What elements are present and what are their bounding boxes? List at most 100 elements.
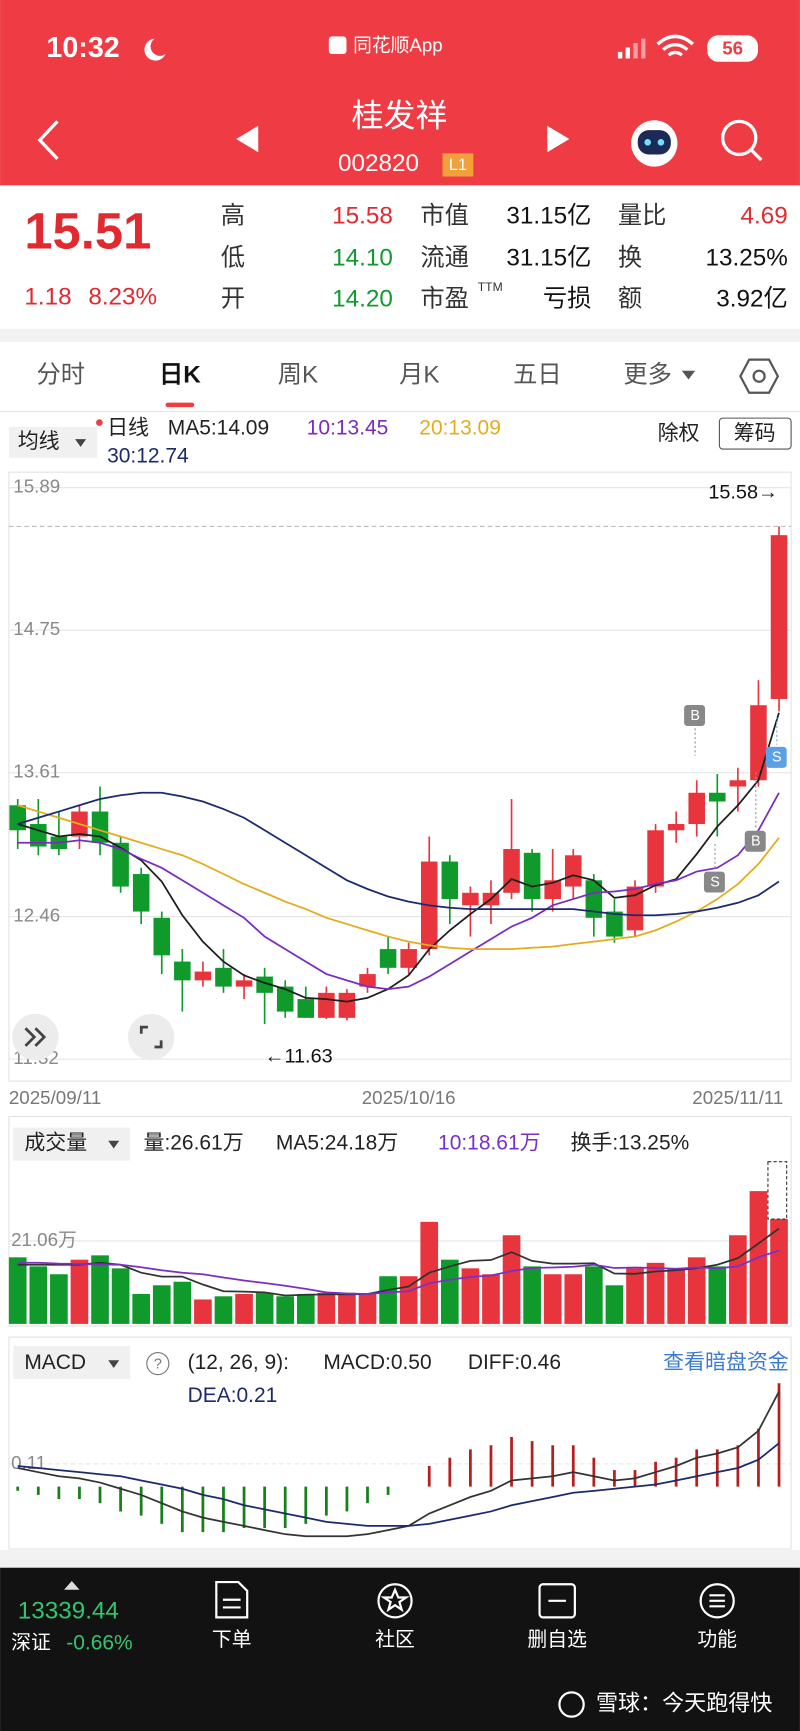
volume-bar (29, 1266, 48, 1324)
y-tick-label: 13.61 (13, 761, 60, 782)
indicator: MACD (24, 1351, 86, 1374)
signal-badge (703, 871, 725, 893)
volume-bar (8, 1257, 27, 1324)
volume-bar (255, 1292, 274, 1324)
prev-stock[interactable] (236, 125, 259, 153)
signal-badge (765, 746, 787, 768)
index-change: -0.66% (66, 1631, 132, 1654)
candle-body (441, 861, 459, 900)
y-tick-label: 15.89 (13, 476, 60, 497)
nav-item[interactable]: 社区 (375, 1629, 415, 1651)
expand-button[interactable] (12, 1013, 59, 1061)
back-button[interactable] (37, 120, 59, 161)
legend-dot (96, 419, 103, 426)
candle-body (750, 705, 767, 781)
tab[interactable]: 周K (278, 362, 318, 389)
help-icon[interactable] (146, 1352, 170, 1376)
candle-body (647, 830, 664, 887)
candle-body (667, 824, 685, 831)
field-label: 低 (221, 245, 245, 272)
volume-bar (111, 1268, 130, 1324)
candle-body (235, 980, 253, 987)
tab[interactable]: 分时 (36, 362, 85, 389)
legend-item: DEA:0.21 (188, 1384, 278, 1407)
candle-body (318, 992, 335, 1018)
wifi-icon (656, 34, 695, 57)
volume-bar (564, 1274, 583, 1324)
candle-body (626, 886, 644, 931)
next-stock[interactable] (547, 125, 570, 153)
line-series (17, 1249, 780, 1295)
volume-bar (667, 1268, 685, 1324)
y-tick-label: 14.75 (13, 618, 60, 639)
volume-bar (194, 1299, 212, 1324)
candle-body (606, 911, 623, 937)
search-button[interactable] (721, 119, 763, 162)
menu-icon (699, 1583, 735, 1619)
signal: B (690, 708, 700, 724)
tab-active[interactable]: 日K (159, 362, 201, 389)
quote-fields: 高 15.58 低 14.10 开 14.20 市值 31.15亿 流通 31.… (221, 203, 788, 313)
candle-body (132, 874, 150, 912)
line-series (17, 1442, 780, 1527)
button-box[interactable] (718, 417, 792, 450)
tabs: 分时 日K 周K 月K 五日 更多 (36, 362, 671, 389)
status-app: 同花顺App (353, 34, 443, 55)
legend-item: 30:12.74 (107, 444, 189, 467)
dropdown-icon (108, 1140, 120, 1149)
community-star (380, 1586, 410, 1613)
volume-bar (543, 1274, 562, 1324)
separator (0, 1550, 800, 1568)
macd-chart: 0.11 (8, 1383, 792, 1538)
field-value: 31.15亿 (506, 203, 591, 230)
stock-name: 桂发祥 (351, 98, 447, 134)
candle-body (462, 892, 479, 906)
help-icon-mark: ? (154, 1357, 162, 1373)
candle-body (174, 961, 191, 981)
change-pct: 8.23% (88, 283, 157, 310)
settings-icon[interactable] (739, 358, 780, 394)
field-label: 开 (221, 285, 245, 312)
volume-bar (646, 1262, 665, 1324)
menu-icon-lines (709, 1594, 725, 1608)
tab[interactable]: 月K (399, 362, 439, 389)
volume-highlight (767, 1161, 788, 1220)
link[interactable]: 查看暗盘资金 (663, 1351, 789, 1374)
nav-item[interactable]: 下单 (212, 1629, 252, 1651)
field-value: 亏损 (543, 285, 592, 312)
tab[interactable]: 更多 (623, 362, 672, 389)
indicator: 成交量 (24, 1132, 87, 1155)
volume-bar (770, 1219, 788, 1324)
line-series (17, 804, 780, 951)
expand-icon[interactable] (64, 1580, 80, 1590)
legend-item: MA5:24.18万 (276, 1132, 398, 1155)
macd-frame (8, 1336, 792, 1550)
legend-item: 10:18.61万 (438, 1132, 541, 1155)
settings-icon-dot (752, 369, 766, 383)
field-label: 量比 (618, 203, 667, 230)
volume-bar (379, 1276, 397, 1324)
field-label: 市盈 (420, 285, 469, 312)
community-icon (377, 1583, 413, 1619)
field-label: 额 (618, 285, 642, 312)
kline-chart: 15.8914.7513.6112.4611.3215.58→←11.63202… (9, 476, 792, 1108)
field-value: 14.10 (332, 245, 393, 272)
candle-body (297, 999, 315, 1018)
nav-item[interactable]: 删自选 (527, 1629, 587, 1651)
field-value: 14.20 (332, 285, 393, 312)
line-series (17, 792, 780, 990)
annotation: 15.58→ (708, 482, 778, 504)
fullscreen-button[interactable] (128, 1013, 175, 1061)
robot-icon[interactable] (631, 120, 678, 167)
legend-item: 换手:13.25% (570, 1132, 689, 1155)
watermark-logo (558, 1691, 585, 1718)
tab[interactable]: 五日 (513, 362, 562, 389)
indicator: 均线 (18, 430, 60, 453)
field-sup: TTM (478, 280, 503, 294)
button[interactable]: 除权 (658, 422, 700, 445)
candle-body (729, 780, 747, 787)
button[interactable]: 筹码 (734, 422, 776, 445)
nav-item[interactable]: 功能 (697, 1629, 737, 1651)
